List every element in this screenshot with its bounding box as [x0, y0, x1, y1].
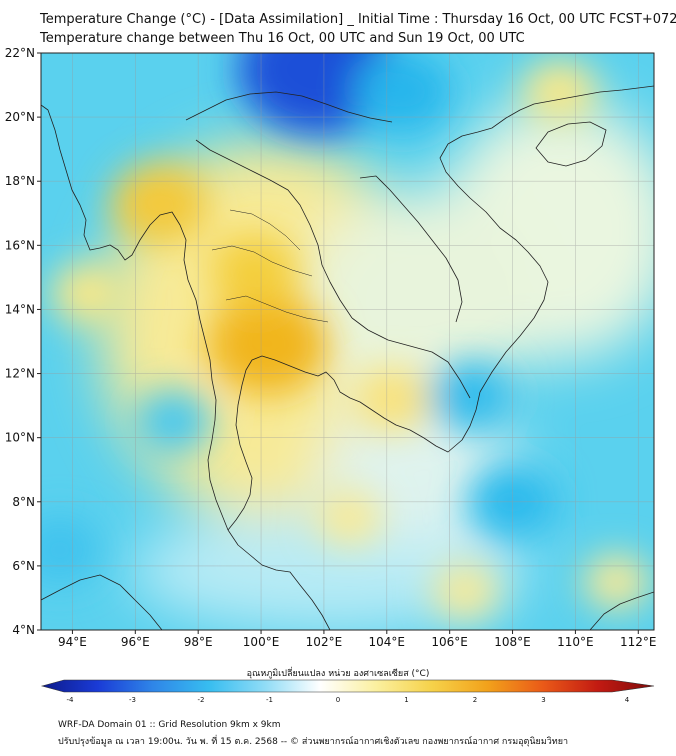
lat-tick-label: 22°N	[5, 46, 35, 60]
lat-axis: 4°N 6°N 8°N 10°N 12°N 14°N 16°N 18°N 20°N 22°N	[5, 46, 41, 637]
lon-tick-label: 106°E	[431, 635, 468, 649]
lat-tick-label: 8°N	[12, 495, 35, 509]
province-lines	[211, 245, 313, 277]
warm-anomaly	[354, 366, 432, 432]
coastline-gulf	[227, 355, 481, 531]
province-lines	[225, 295, 329, 323]
coastline-sumatra	[41, 574, 163, 630]
warm-anomaly	[315, 490, 383, 546]
lat-tick-label: 4°N	[12, 623, 35, 637]
border-laos-vietnam	[359, 175, 463, 323]
lon-tick-label: 104°E	[369, 635, 406, 649]
coastline-peninsula	[227, 529, 331, 630]
colorbar-ramp	[40, 679, 655, 693]
colorbar: -4 -3 -2 -1 0 1 2 3 4	[40, 679, 655, 704]
border-china	[185, 91, 393, 123]
colorbar-title: อุณหภูมิเปลี่ยนแปลง หน่วย องศาเซลเซียส (…	[246, 669, 430, 679]
lat-tick-label: 16°N	[5, 238, 35, 252]
province-lines	[229, 209, 301, 251]
colorbar-label: 1	[404, 696, 408, 704]
cold-anomaly	[41, 515, 101, 584]
lat-tick-label: 18°N	[5, 174, 35, 188]
lat-tick-label: 20°N	[5, 110, 35, 124]
lon-tick-label: 100°E	[243, 635, 280, 649]
warm-anomaly	[522, 60, 597, 123]
warm-anomaly	[432, 563, 499, 620]
island-hainan	[535, 121, 607, 167]
colorbar-label: -4	[67, 696, 75, 704]
lon-tick-label: 94°E	[58, 635, 87, 649]
cold-anomaly	[428, 360, 515, 432]
colorbar-label: -1	[266, 696, 273, 704]
cold-anomaly	[354, 53, 451, 132]
lon-tick-label: 112°E	[620, 635, 657, 649]
plot-frame	[40, 52, 655, 631]
colorbar-label: 4	[625, 696, 630, 704]
colorbar-label: -3	[129, 696, 136, 704]
colorbar-label: -2	[198, 696, 205, 704]
warm-anomaly	[583, 554, 650, 610]
border-thailand-laos	[195, 139, 353, 319]
warm-anomaly	[210, 233, 300, 309]
lon-tick-label: 108°E	[494, 635, 531, 649]
pale-neutral-band	[300, 190, 540, 410]
lat-tick-label: 10°N	[5, 431, 35, 445]
coastlines-and-borders	[41, 85, 654, 630]
lat-tick-label: 12°N	[5, 367, 35, 381]
temperature-change-map: 4°N 6°N 8°N 10°N 12°N 14°N 16°N 18°N 20°N 22°N 94…	[5, 46, 657, 649]
warm-anomaly	[51, 262, 126, 325]
plot-area	[41, 53, 654, 630]
coastline-south-china	[533, 85, 654, 105]
lon-tick-label: 96°E	[121, 635, 150, 649]
warm-anomaly	[207, 294, 328, 395]
warm-anomaly	[111, 163, 209, 245]
lon-tick-label: 98°E	[184, 635, 213, 649]
chart-title: Temperature Change (°C) - [Data Assimila…	[40, 12, 676, 27]
colorbar-label: 2	[473, 696, 477, 704]
colorbar-label: 0	[336, 696, 340, 704]
lat-tick-label: 6°N	[12, 559, 35, 573]
coastline-vietnam	[439, 103, 549, 393]
lat-tick-label: 14°N	[5, 302, 35, 316]
chart-subtitle: Temperature change between Thu 16 Oct, 0…	[40, 31, 525, 46]
border-cambodia	[351, 317, 471, 399]
lon-axis: 94°E 96°E 98°E 100°E 102°E 104°E 106°E 108°E 110…	[58, 630, 657, 649]
lon-tick-label: 110°E	[557, 635, 594, 649]
coastline-west	[41, 104, 229, 531]
grid-lines	[41, 53, 654, 630]
coastline-borneo	[589, 591, 654, 630]
footer-model-info: WRF-DA Domain 01 :: Grid Resolution 9km …	[58, 720, 281, 730]
colorbar-label: 3	[541, 696, 545, 704]
pale-cool-band	[130, 510, 530, 630]
footer-credit: ปรับปรุงข้อมูล ณ เวลา 19:00น. วัน พ. ที่…	[58, 737, 569, 747]
cold-anomaly	[134, 389, 212, 455]
lon-tick-label: 102°E	[306, 635, 343, 649]
